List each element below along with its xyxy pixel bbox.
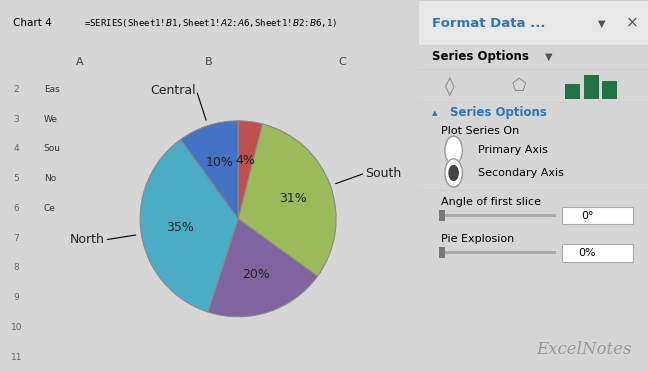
Bar [418,0,648,45]
Text: No: No [44,174,56,183]
Text: 3: 3 [14,115,19,124]
Wedge shape [181,121,238,219]
Circle shape [449,166,458,180]
Text: 8: 8 [14,263,19,272]
Text: 31%: 31% [279,192,307,205]
Text: =SERIES(Sheet1!$B$1,Sheet1!$A$2:$A$6,Sheet1!$B$2:$B$6,1): =SERIES(Sheet1!$B$1,Sheet1!$A$2:$A$6,She… [84,17,337,29]
Text: Chart 4: Chart 4 [12,17,51,28]
Bar [584,75,599,99]
Text: Central: Central [151,84,196,97]
Text: Plot Series On: Plot Series On [441,126,519,136]
Text: Secondary Axis: Secondary Axis [478,168,564,178]
Text: A: A [76,57,83,67]
Text: 9: 9 [14,293,19,302]
Circle shape [445,136,463,164]
FancyBboxPatch shape [562,207,633,224]
Bar [441,214,556,217]
Text: 20%: 20% [242,268,270,281]
Text: 4%: 4% [236,154,255,167]
Text: Pie Explosion: Pie Explosion [441,234,515,244]
Bar [441,251,556,254]
Bar [439,210,445,221]
Text: ⬠: ⬠ [512,77,526,95]
FancyBboxPatch shape [562,244,633,262]
Bar [565,84,580,99]
Text: 10: 10 [10,323,22,332]
Text: Series Options: Series Options [432,50,529,63]
Text: 2: 2 [14,85,19,94]
Wedge shape [238,124,336,276]
Text: Format Data ...: Format Data ... [432,17,545,30]
Text: C: C [339,57,347,67]
Text: North: North [70,234,104,246]
Text: South: South [365,167,402,180]
Text: ×: × [625,16,638,31]
Bar [439,247,445,258]
Text: B: B [205,57,213,67]
Wedge shape [208,219,318,317]
Text: Angle of first slice: Angle of first slice [441,197,541,206]
Text: Ce: Ce [44,204,56,213]
Text: 0%: 0% [578,248,596,258]
Text: Primary Axis: Primary Axis [478,145,548,155]
Text: 10%: 10% [206,156,234,169]
Text: ▼: ▼ [544,52,552,61]
Circle shape [445,159,463,187]
Text: ◊: ◊ [445,76,455,96]
Wedge shape [140,140,238,312]
Text: ▼: ▼ [598,19,606,28]
Text: 6: 6 [14,204,19,213]
Text: 7: 7 [14,234,19,243]
Text: 35%: 35% [166,221,194,234]
Text: We: We [44,115,58,124]
Text: 11: 11 [10,353,22,362]
Text: 4: 4 [14,144,19,153]
Wedge shape [238,121,262,219]
Text: Series Options: Series Options [450,106,547,119]
Text: ExcelNotes: ExcelNotes [536,341,631,358]
Text: 0°: 0° [581,211,594,221]
Bar [602,81,617,99]
Text: Sou: Sou [44,144,61,153]
Text: ▴: ▴ [432,108,437,118]
Text: Eas: Eas [44,85,60,94]
Text: 5: 5 [14,174,19,183]
